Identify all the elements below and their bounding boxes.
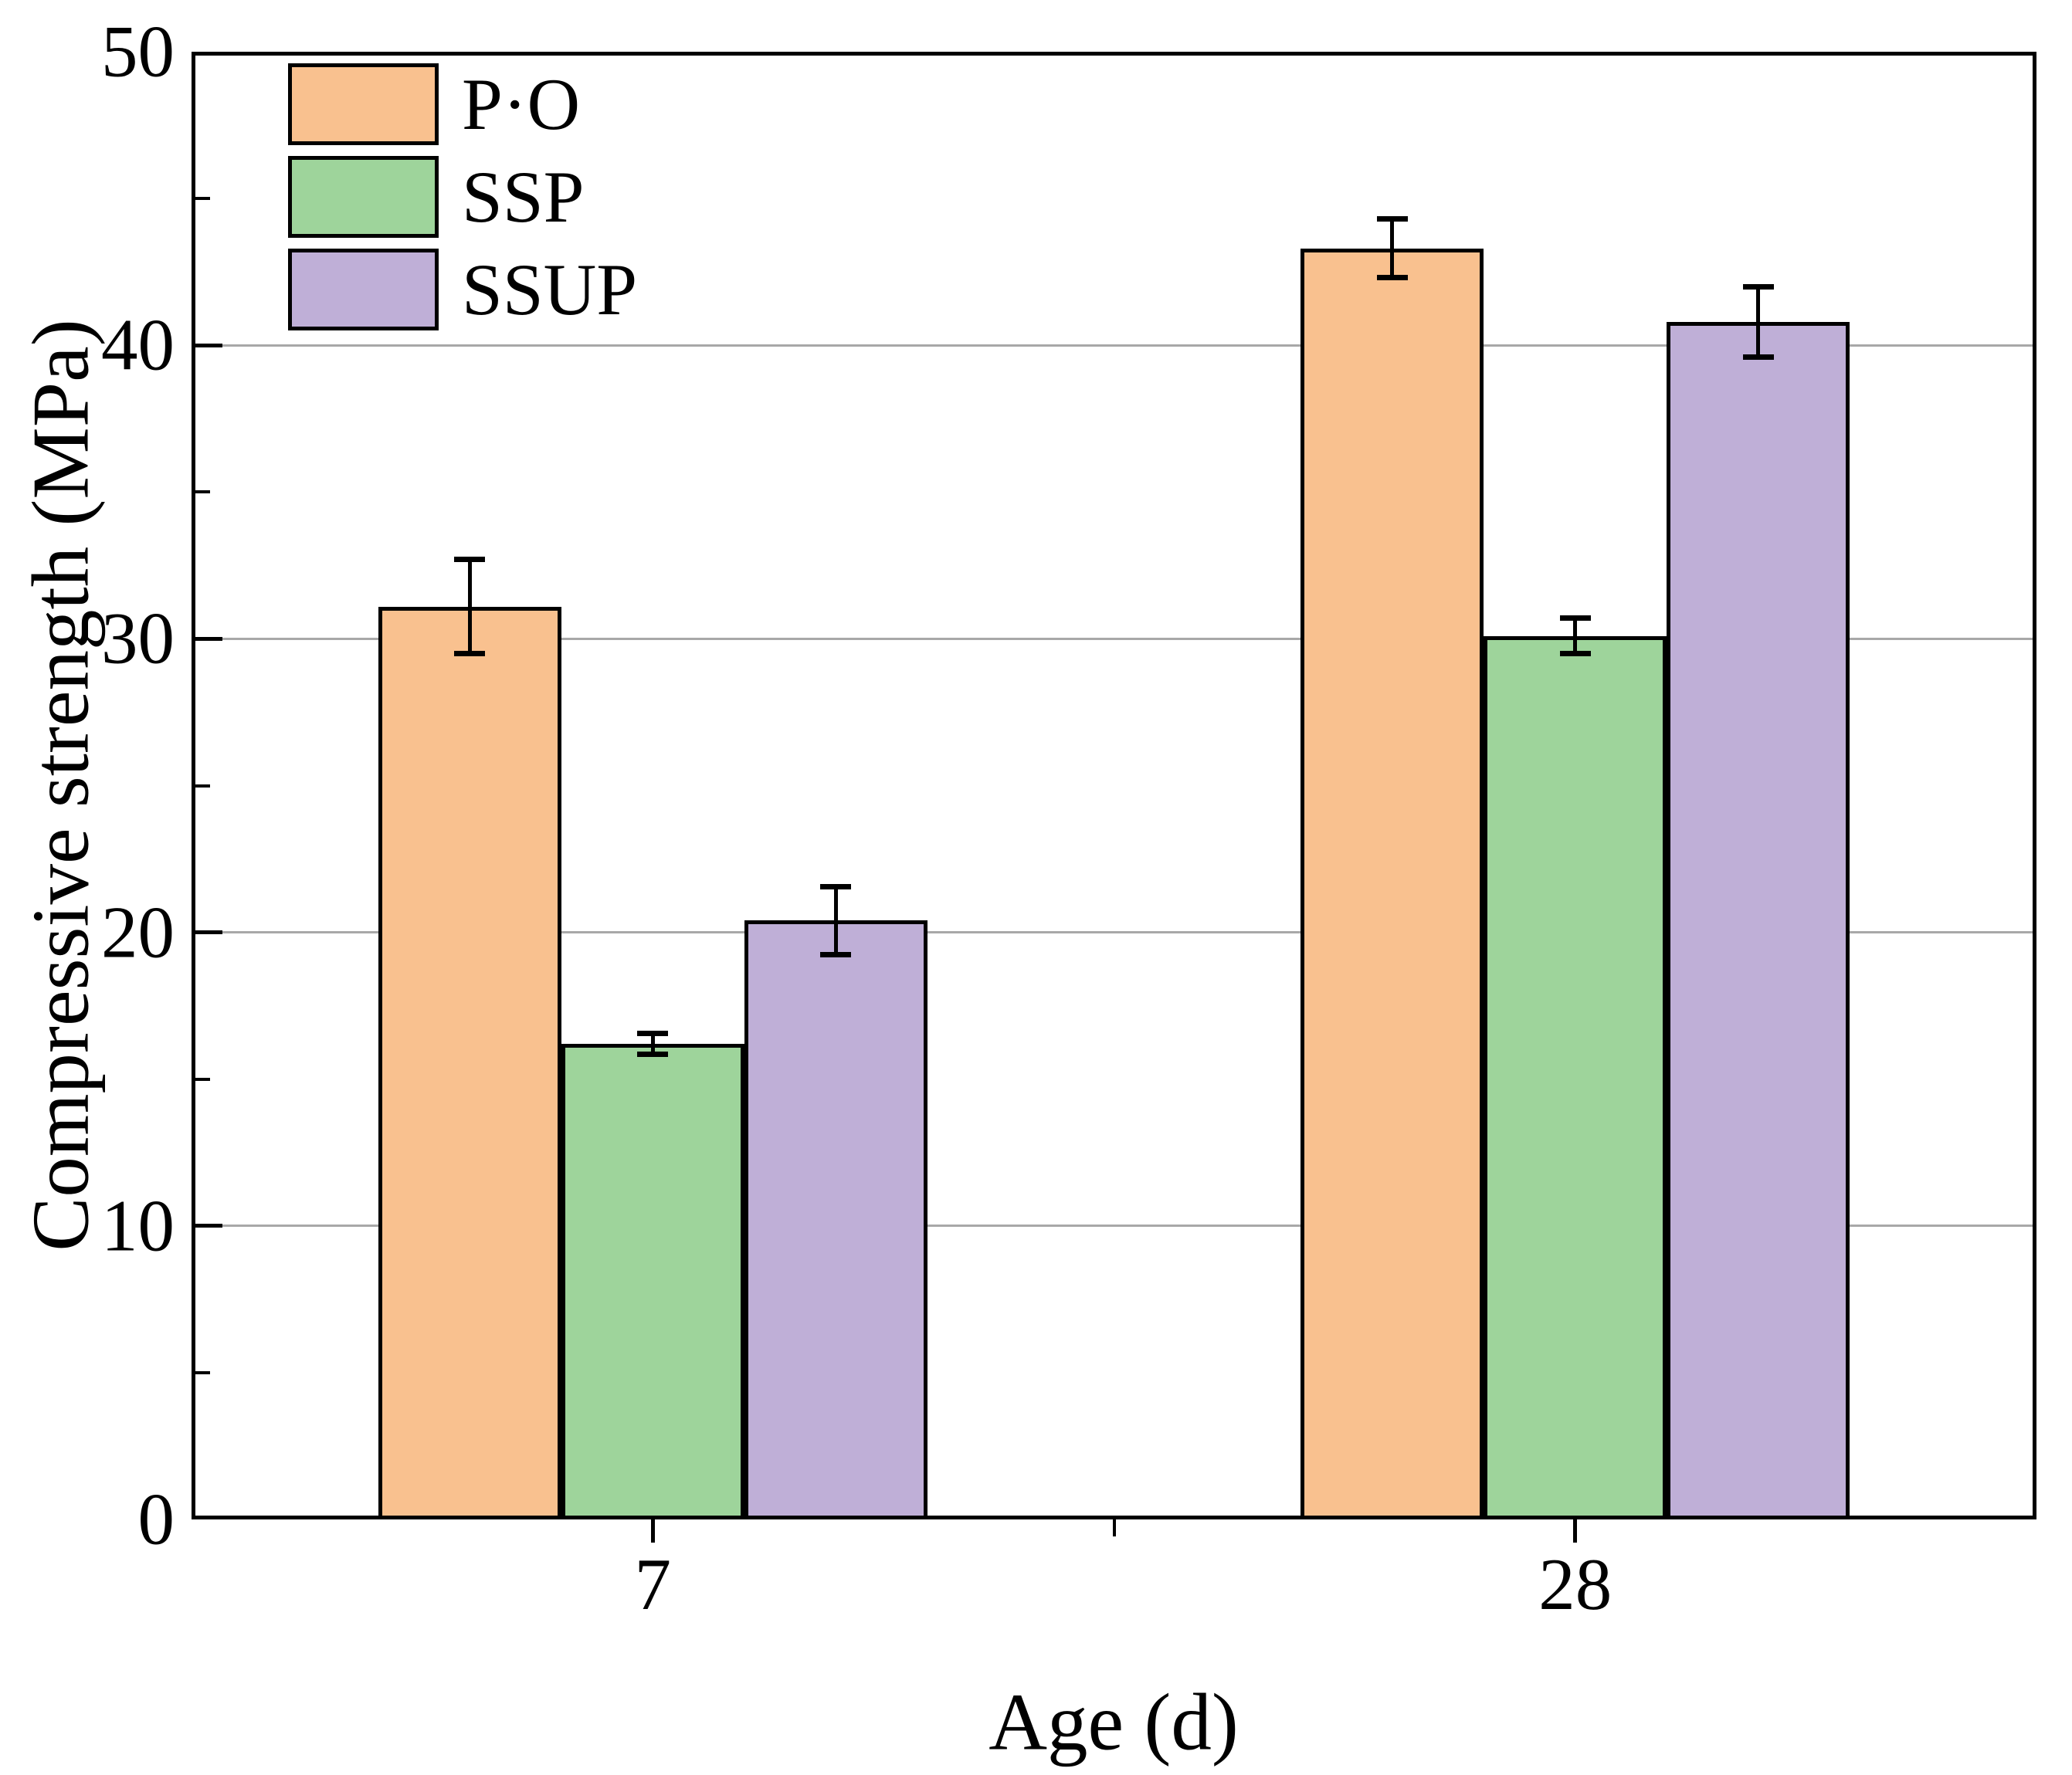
bar-po-7 xyxy=(378,606,561,1519)
y-major-tick-30 xyxy=(192,636,222,641)
x-axis-title: Age (d) xyxy=(989,1676,1239,1767)
legend-swatch-ssup xyxy=(288,249,439,330)
error-bar-po-28 xyxy=(1390,218,1395,278)
y-major-tick-20 xyxy=(192,930,222,935)
y-minor-tick-25 xyxy=(192,784,210,788)
y-tick-label-50: 50 xyxy=(101,10,175,93)
bar-ssp-7 xyxy=(561,1044,744,1519)
error-bar-ssp-28 xyxy=(1573,618,1578,654)
y-tick-label-20: 20 xyxy=(101,891,175,974)
y-tick-label-10: 10 xyxy=(101,1184,175,1267)
y-minor-tick-5 xyxy=(192,1370,210,1374)
x-minor-tick-0 xyxy=(1112,1519,1116,1536)
y-axis-title: Compressive strength (MPa) xyxy=(15,319,106,1252)
legend-label-ssup: SSUP xyxy=(462,248,638,330)
bar-ssup-28 xyxy=(1667,321,1850,1519)
legend-label-po: P·O xyxy=(462,63,581,145)
y-minor-tick-45 xyxy=(192,197,210,201)
y-major-tick-10 xyxy=(192,1224,222,1228)
y-tick-label-40: 40 xyxy=(101,303,175,386)
error-cap-top-ssup-28 xyxy=(1742,283,1774,290)
error-bar-ssup-28 xyxy=(1756,286,1761,357)
x-tick-label-28: 28 xyxy=(1538,1543,1612,1625)
legend-item-ssp: SSP xyxy=(288,156,637,238)
legend-swatch-ssp xyxy=(288,156,439,238)
bar-ssp-28 xyxy=(1484,635,1667,1519)
error-cap-top-ssup-7 xyxy=(820,884,852,890)
error-cap-bottom-ssup-28 xyxy=(1742,354,1774,360)
x-major-tick-7 xyxy=(650,1519,655,1543)
plot-area: P·O SSP SSUP xyxy=(192,52,2036,1543)
y-minor-tick-15 xyxy=(192,1077,210,1081)
error-cap-bottom-po-28 xyxy=(1376,275,1408,281)
gridline-40 xyxy=(192,344,2036,347)
legend: P·O SSP SSUP xyxy=(288,63,637,330)
y-minor-tick-35 xyxy=(192,490,210,494)
error-cap-bottom-ssup-7 xyxy=(820,951,852,957)
error-bar-ssp-7 xyxy=(650,1033,655,1055)
error-cap-bottom-ssp-28 xyxy=(1559,650,1591,656)
gridline-30 xyxy=(192,637,2036,640)
bar-po-28 xyxy=(1301,248,1484,1519)
error-cap-top-po-7 xyxy=(454,557,486,563)
y-tick-label-30: 30 xyxy=(101,597,175,679)
gridline-20 xyxy=(192,931,2036,934)
bar-ssup-7 xyxy=(744,920,927,1519)
y-major-tick-40 xyxy=(192,343,222,347)
error-cap-bottom-ssp-7 xyxy=(637,1051,669,1057)
x-tick-label-7: 7 xyxy=(634,1543,672,1625)
error-cap-top-po-28 xyxy=(1376,216,1408,222)
x-major-tick-28 xyxy=(1573,1519,1578,1543)
legend-swatch-po xyxy=(288,63,439,145)
legend-item-ssup: SSUP xyxy=(288,249,637,330)
legend-label-ssp: SSP xyxy=(462,155,585,238)
error-cap-top-ssp-7 xyxy=(637,1031,669,1037)
legend-item-po: P·O xyxy=(288,63,637,145)
error-bar-ssup-7 xyxy=(833,886,838,955)
error-cap-bottom-po-7 xyxy=(454,650,486,656)
error-cap-top-ssp-28 xyxy=(1559,615,1591,622)
error-bar-po-7 xyxy=(467,559,472,654)
gridline-10 xyxy=(192,1225,2036,1228)
y-tick-label-0: 0 xyxy=(137,1478,175,1560)
